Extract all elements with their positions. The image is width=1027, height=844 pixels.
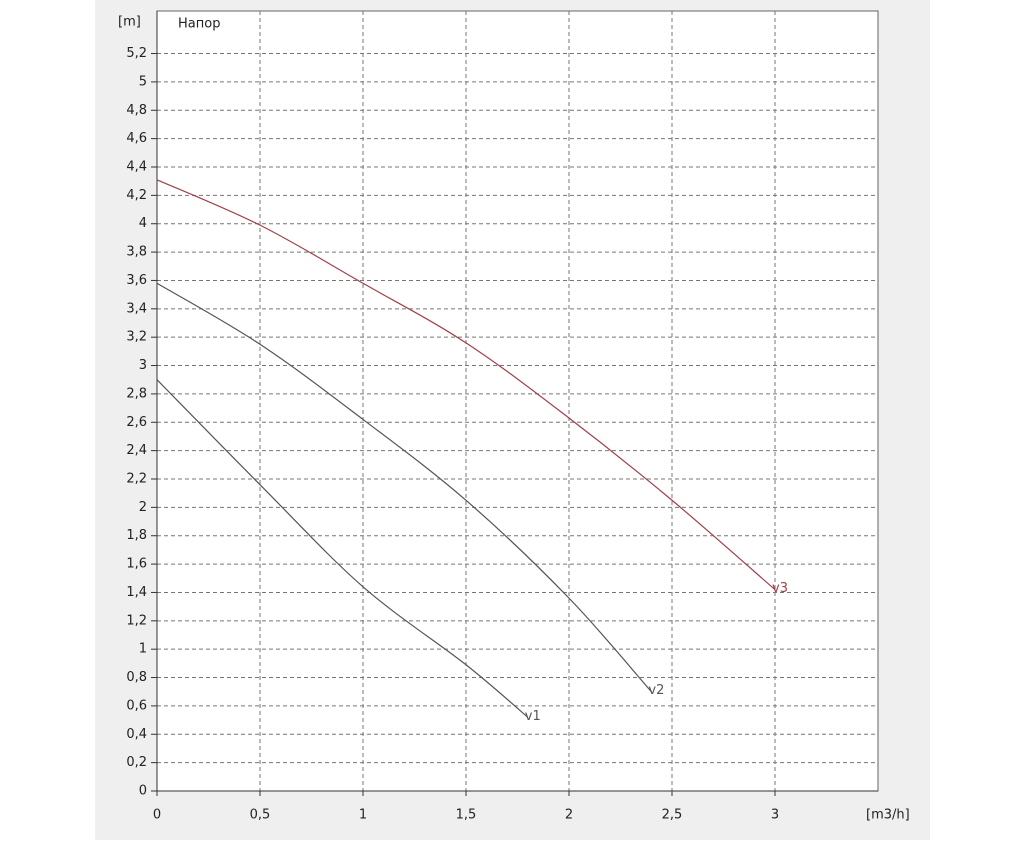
y-tick-label: 1 bbox=[139, 642, 147, 657]
y-tick-label: 2,8 bbox=[126, 386, 147, 401]
y-tick-label: 4,4 bbox=[126, 160, 147, 175]
y-tick-label: 3,6 bbox=[126, 273, 147, 288]
y-tick-label: 4,8 bbox=[126, 103, 147, 118]
y-axis-label: [m] bbox=[118, 15, 141, 30]
series-label: v2 bbox=[648, 683, 664, 698]
y-tick-label: 2,4 bbox=[126, 443, 147, 458]
y-tick-label: 0,8 bbox=[126, 670, 147, 685]
y-tick-label: 0,2 bbox=[126, 755, 147, 770]
y-tick-label: 3,4 bbox=[126, 301, 147, 316]
y-tick-label: 5 bbox=[139, 74, 147, 89]
x-tick-label: 2 bbox=[565, 808, 573, 823]
y-tick-label: 3,2 bbox=[126, 330, 147, 345]
y-tick-label: 2,2 bbox=[126, 472, 147, 487]
y-tick-label: 1,4 bbox=[126, 585, 147, 600]
y-tick-label: 0 bbox=[139, 784, 147, 799]
y-tick-label: 5,2 bbox=[126, 46, 147, 61]
y-tick-label: 4,2 bbox=[126, 188, 147, 203]
curve bbox=[156, 379, 529, 718]
y-tick-label: 3,8 bbox=[126, 245, 147, 260]
x-tick-label: 1 bbox=[359, 808, 367, 823]
x-tick-label: 0,5 bbox=[250, 808, 271, 823]
x-tick-label: 0 bbox=[153, 808, 161, 823]
y-tick-label: 0,4 bbox=[126, 727, 147, 742]
x-tick-label: 2,5 bbox=[662, 808, 683, 823]
y-tick-label: 3 bbox=[139, 358, 147, 373]
x-axis-label: [m3/h] bbox=[866, 808, 910, 823]
series-label: v1 bbox=[525, 709, 541, 724]
curve bbox=[156, 282, 652, 693]
series-label: v3 bbox=[772, 581, 788, 596]
y-tick-label: 2 bbox=[139, 500, 147, 515]
x-tick-label: 1,5 bbox=[456, 808, 477, 823]
y-tick-label: 4 bbox=[139, 216, 147, 231]
plot-area bbox=[156, 10, 879, 792]
y-tick-label: 2,6 bbox=[126, 415, 147, 430]
y-tick-label: 1,6 bbox=[126, 557, 147, 572]
x-tick-label: 3 bbox=[771, 808, 779, 823]
y-tick-label: 4,6 bbox=[126, 131, 147, 146]
chart-title: Напор bbox=[178, 17, 220, 32]
y-tick-label: 0,6 bbox=[126, 698, 147, 713]
curve bbox=[156, 179, 776, 591]
y-tick-label: 1,2 bbox=[126, 613, 147, 628]
y-tick-label: 1,8 bbox=[126, 528, 147, 543]
